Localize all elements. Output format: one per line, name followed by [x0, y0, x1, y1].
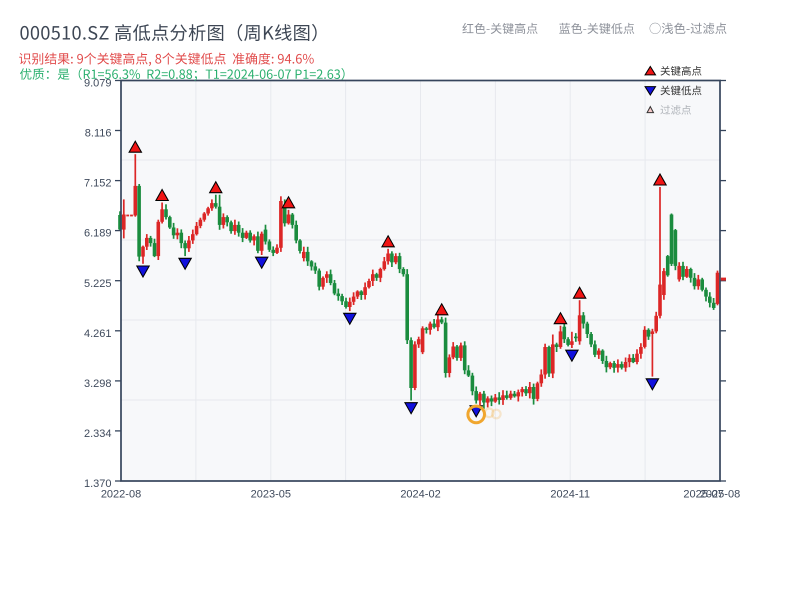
svg-text:6.189: 6.189	[84, 228, 112, 240]
svg-text:2025-07: 2025-07	[683, 489, 723, 501]
svg-text:7.152: 7.152	[84, 178, 112, 190]
svg-text:4.261: 4.261	[84, 328, 112, 340]
svg-text:2024-11: 2024-11	[550, 489, 590, 501]
svg-text:9.079: 9.079	[84, 78, 112, 90]
svg-text:3.298: 3.298	[84, 378, 112, 390]
svg-text:8.116: 8.116	[85, 128, 112, 140]
svg-text:2.334: 2.334	[84, 428, 112, 440]
svg-text:2025-08: 2025-08	[700, 489, 740, 501]
svg-text:2024-02: 2024-02	[400, 489, 440, 501]
svg-text:2023-05: 2023-05	[251, 489, 291, 501]
svg-text:1.370: 1.370	[84, 478, 112, 490]
svg-text:5.225: 5.225	[84, 278, 112, 290]
svg-text:2022-08: 2022-08	[101, 489, 141, 501]
